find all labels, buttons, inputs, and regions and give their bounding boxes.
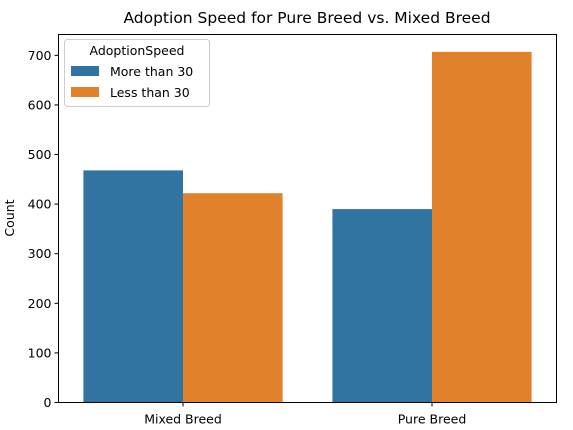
y-axis-label: Count bbox=[2, 199, 17, 236]
bar-mixed-breed-more-than-30 bbox=[83, 170, 183, 403]
bars-group bbox=[83, 51, 532, 403]
plot-frame bbox=[58, 34, 557, 403]
legend-title: AdoptionSpeed bbox=[90, 43, 185, 58]
y-tick-label: 700 bbox=[28, 48, 52, 63]
legend-label: More than 30 bbox=[110, 64, 193, 79]
y-tick-label: 200 bbox=[28, 296, 52, 311]
y-ticks: 0 100 200 300 400 500 600 700 bbox=[28, 48, 59, 410]
legend-box bbox=[64, 39, 210, 107]
bar-pure-breed-more-than-30 bbox=[332, 209, 432, 403]
bar-pure-breed-less-than-30 bbox=[432, 51, 532, 403]
bar-mixed-breed-less-than-30 bbox=[183, 193, 283, 403]
y-tick-label: 400 bbox=[28, 197, 52, 212]
x-tick-label: Mixed Breed bbox=[144, 412, 222, 427]
y-tick-label: 0 bbox=[44, 395, 52, 410]
chart-title: Adoption Speed for Pure Breed vs. Mixed … bbox=[123, 9, 490, 27]
legend: AdoptionSpeed More than 30 Less than 30 bbox=[64, 39, 210, 107]
y-tick-label: 500 bbox=[28, 147, 52, 162]
x-ticks: Mixed Breed Pure Breed bbox=[144, 402, 467, 427]
legend-swatch bbox=[71, 87, 99, 97]
y-tick-label: 600 bbox=[28, 97, 52, 112]
legend-label: Less than 30 bbox=[110, 85, 190, 100]
y-tick-label: 100 bbox=[28, 345, 52, 360]
legend-swatch bbox=[71, 66, 99, 76]
y-tick-label: 300 bbox=[28, 246, 52, 261]
x-tick-label: Pure Breed bbox=[398, 412, 467, 427]
